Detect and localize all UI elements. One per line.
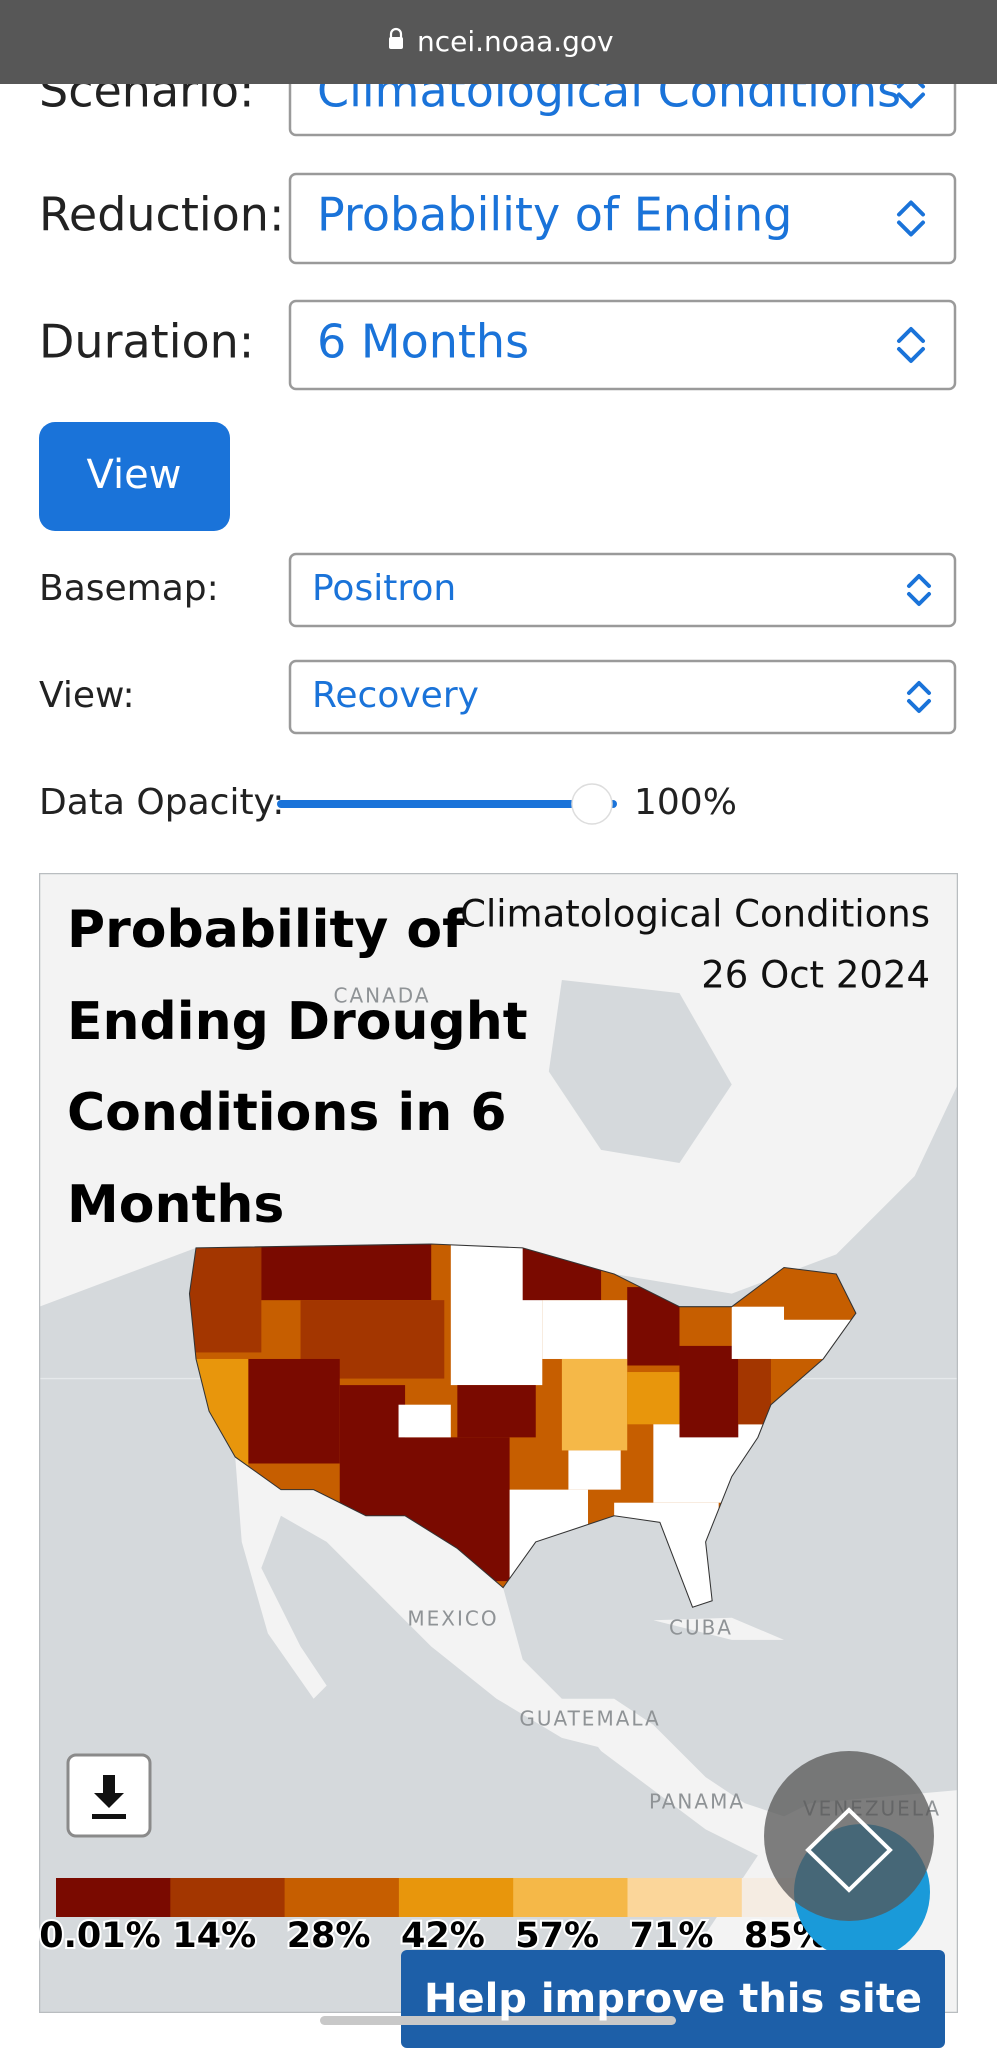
form: Scenario: Climatological ConditionsReduct… bbox=[39, 44, 957, 825]
legend-swatch bbox=[627, 1878, 743, 1917]
map: Probability of Ending Drought Conditions i… bbox=[39, 873, 958, 2013]
home-indicator bbox=[320, 2016, 676, 2025]
map-geography bbox=[39, 873, 958, 2013]
canada-land bbox=[39, 873, 958, 1307]
place-label: MEXICO bbox=[407, 1607, 498, 1631]
legend-label: 0.01% bbox=[39, 1916, 160, 1956]
select-chevron bbox=[907, 574, 931, 606]
view-button[interactable] bbox=[39, 422, 230, 531]
legend-swatch bbox=[284, 1878, 400, 1917]
noaa-logo[interactable] bbox=[764, 1751, 934, 1921]
map-text: Probability of Ending Drought Conditions i… bbox=[39, 893, 939, 1959]
select-chevron bbox=[897, 200, 925, 237]
select[interactable] bbox=[288, 552, 957, 628]
map-scenario: Climatological Conditions bbox=[460, 893, 930, 936]
select-value: 6 Months bbox=[317, 315, 529, 369]
select[interactable] bbox=[288, 659, 957, 735]
url-bar bbox=[0, 0, 997, 84]
legend-swatch bbox=[513, 1878, 628, 1917]
lock-shackle bbox=[389, 27, 403, 38]
legend-swatch bbox=[170, 1878, 286, 1917]
cuba-land bbox=[653, 1617, 785, 1640]
map-title: Conditions in 6 bbox=[67, 1083, 507, 1143]
slider-track bbox=[277, 800, 617, 808]
field-label: Duration: bbox=[39, 315, 254, 369]
select-value: Recovery bbox=[312, 675, 479, 716]
url-text: ncei.noaa.gov bbox=[417, 25, 614, 58]
map-date: 26 Oct 2024 bbox=[701, 954, 930, 997]
opacity-value: 100% bbox=[634, 782, 737, 823]
select-value: Probability of Ending bbox=[317, 188, 792, 242]
feedback-banner-text: Help improve this site bbox=[424, 1976, 922, 2022]
opacity-label: Data Opacity: bbox=[39, 782, 284, 823]
hudson-bay bbox=[548, 980, 732, 1163]
map-title: Months bbox=[67, 1175, 284, 1235]
legend-swatch bbox=[398, 1878, 514, 1917]
slider-knob[interactable] bbox=[571, 783, 613, 825]
field-label: View: bbox=[39, 675, 135, 716]
place-label: GUATEMALA bbox=[519, 1707, 660, 1731]
legend-swatch bbox=[56, 1878, 171, 1917]
field-label: Basemap: bbox=[39, 568, 219, 609]
map-title: Ending Drought bbox=[67, 992, 528, 1052]
place-label: CUBA bbox=[669, 1616, 733, 1640]
place-label: PANAMA bbox=[649, 1790, 745, 1814]
place-label: CANADA bbox=[333, 984, 430, 1008]
us-outline bbox=[188, 1243, 857, 1608]
noaa-logo-mark bbox=[805, 1807, 893, 1893]
lock-icon bbox=[389, 37, 403, 49]
map-title: Probability of bbox=[67, 900, 466, 960]
view-button-label: View bbox=[87, 452, 182, 498]
select[interactable] bbox=[288, 172, 957, 265]
select-value: Positron bbox=[312, 568, 456, 609]
legend-label: 14% bbox=[172, 1916, 256, 1956]
legend-label: 42% bbox=[401, 1916, 485, 1956]
select-chevron bbox=[897, 327, 925, 363]
download-icon bbox=[92, 1775, 126, 1819]
field-label: Reduction: bbox=[39, 188, 284, 242]
select-chevron bbox=[907, 681, 931, 713]
select[interactable] bbox=[288, 299, 957, 391]
mexico-land bbox=[235, 1456, 654, 1751]
legend-label: 28% bbox=[287, 1916, 371, 1956]
